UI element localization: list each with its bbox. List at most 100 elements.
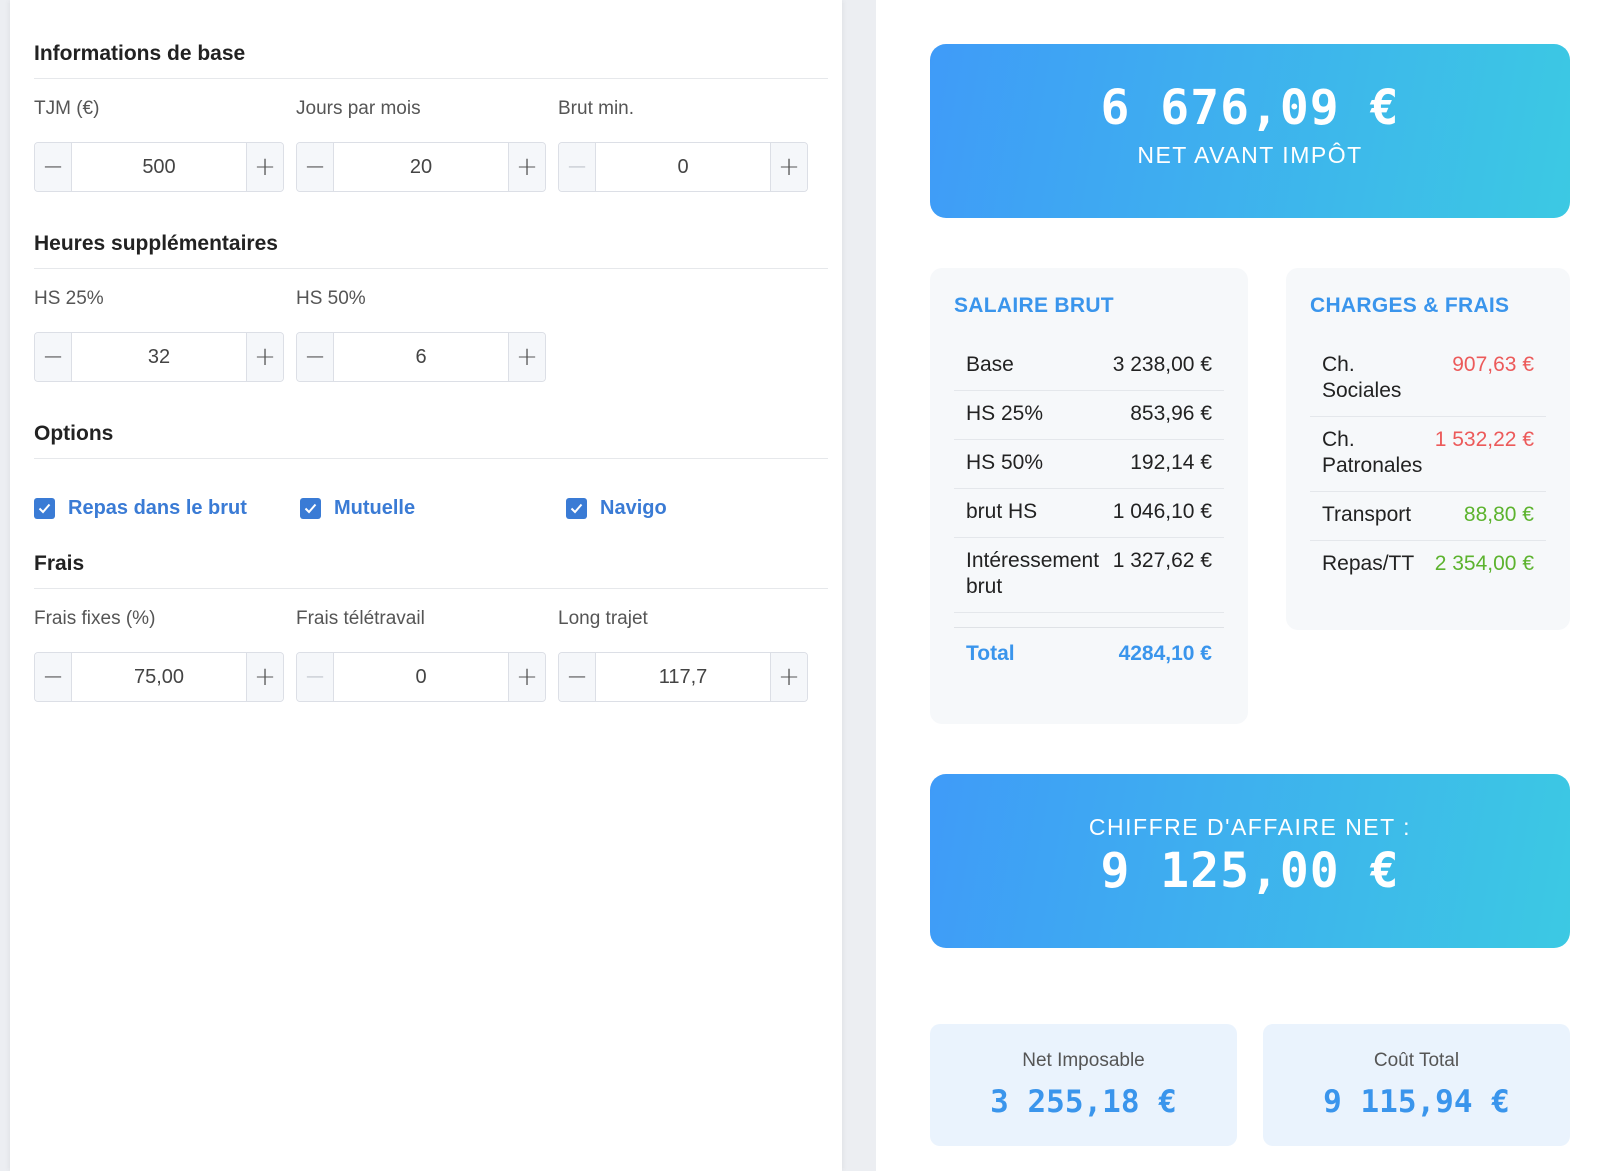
hs25-decrement-button[interactable]: −: [35, 333, 72, 381]
table-row: HS 50% 192,14 €: [954, 440, 1224, 489]
salaire-brut-total: Total 4284,10 €: [954, 627, 1224, 666]
check-icon: [570, 503, 583, 514]
chiffre-affaire-label: CHIFFRE D'AFFAIRE NET :: [1088, 814, 1412, 840]
section-title-base: Informations de base: [34, 42, 828, 79]
hs50-increment-button[interactable]: +: [508, 333, 545, 381]
frais-teletravail-stepper: − 0 +: [296, 652, 546, 702]
row-value: 1 046,10 €: [1112, 500, 1212, 523]
cout-total-label: Coût Total: [1373, 1050, 1460, 1071]
jours-increment-button[interactable]: +: [508, 143, 545, 191]
section-options: Options: [34, 422, 828, 459]
charges-frais-title: CHARGES & FRAIS: [1310, 294, 1510, 317]
row-value: 3 238,00 €: [1112, 353, 1212, 376]
tjm-input[interactable]: 500: [142, 155, 176, 178]
hs25-stepper: − 32 +: [34, 332, 284, 382]
frais-fixes-input[interactable]: 75,00: [133, 665, 185, 688]
total-label: Total: [966, 642, 1015, 665]
frais-teletravail-label: Frais télétravail: [296, 608, 425, 629]
hs25-increment-button[interactable]: +: [246, 333, 283, 381]
net-imposable-card: Net Imposable 3 255,18 €: [930, 1024, 1237, 1146]
salaire-brut-card: SALAIRE BRUT Base 3 238,00 € HS 25% 853,…: [930, 268, 1248, 724]
hs25-input[interactable]: 32: [147, 345, 171, 368]
net-avant-impot-card: 6 676,09 € NET AVANT IMPÔT: [930, 44, 1570, 218]
brut-min-field: Brut min. − 0 +: [558, 98, 808, 192]
hs50-decrement-button[interactable]: −: [297, 333, 334, 381]
table-row: Intéressement brut 1 327,62 €: [954, 538, 1224, 613]
row-label: brut HS: [966, 500, 1038, 523]
hs50-label: HS 50%: [296, 288, 366, 309]
net-avant-impot-amount: 6 676,09 €: [1100, 80, 1400, 136]
brut-min-increment-button[interactable]: +: [770, 143, 807, 191]
repas-label[interactable]: Repas dans le brut: [68, 497, 247, 519]
row-label: Ch. Patronales: [1322, 428, 1423, 477]
salaire-brut-rows: Base 3 238,00 € HS 25% 853,96 € HS 50% 1…: [954, 342, 1224, 613]
salaire-brut-title: SALAIRE BRUT: [954, 294, 1114, 317]
section-title-frais: Frais: [34, 552, 828, 589]
row-label: Intéressement brut: [966, 549, 1100, 598]
mutuelle-label[interactable]: Mutuelle: [334, 497, 416, 519]
navigo-label[interactable]: Navigo: [600, 497, 667, 519]
frais-fixes-stepper: − 75,00 +: [34, 652, 284, 702]
brut-min-stepper: − 0 +: [558, 142, 808, 192]
tjm-decrement-button[interactable]: −: [35, 143, 72, 191]
row-label: Ch. Sociales: [1322, 353, 1402, 402]
table-row: Repas/TT 2 354,00 €: [1310, 541, 1546, 589]
option-navigo[interactable]: Navigo: [566, 497, 667, 520]
option-repas[interactable]: Repas dans le brut: [34, 497, 247, 520]
frais-fixes-label: Frais fixes (%): [34, 608, 156, 629]
hs50-field: HS 50% − 6 +: [296, 288, 546, 382]
long-trajet-input[interactable]: 117,7: [658, 665, 708, 688]
row-value: 192,14 €: [1130, 451, 1212, 474]
brut-min-input[interactable]: 0: [677, 155, 689, 178]
section-overtime: Heures supplémentaires: [34, 232, 828, 269]
frais-fixes-decrement-button[interactable]: −: [35, 653, 72, 701]
long-trajet-decrement-button[interactable]: −: [559, 653, 596, 701]
tjm-stepper: − 500 +: [34, 142, 284, 192]
frais-teletravail-increment-button[interactable]: +: [508, 653, 545, 701]
tjm-field: TJM (€) − 500 +: [34, 98, 284, 192]
long-trajet-stepper: − 117,7 +: [558, 652, 808, 702]
row-value: 907,63 €: [1452, 353, 1534, 376]
cout-total-card: Coût Total 9 115,94 €: [1263, 1024, 1570, 1146]
net-imposable-label: Net Imposable: [1022, 1050, 1145, 1071]
long-trajet-field: Long trajet − 117,7 +: [558, 608, 808, 702]
chiffre-affaire-amount: 9 125,00 €: [1100, 843, 1400, 899]
long-trajet-label: Long trajet: [558, 608, 648, 629]
navigo-checkbox[interactable]: [566, 498, 587, 519]
jours-field: Jours par mois − 20 +: [296, 98, 546, 192]
jours-input[interactable]: 20: [409, 155, 433, 178]
row-value: 1 327,62 €: [1112, 549, 1212, 572]
table-row: Ch. Patronales 1 532,22 €: [1310, 417, 1546, 492]
mutuelle-checkbox[interactable]: [300, 498, 321, 519]
long-trajet-increment-button[interactable]: +: [770, 653, 807, 701]
hs50-stepper: − 6 +: [296, 332, 546, 382]
jours-label: Jours par mois: [296, 98, 421, 119]
table-row: HS 25% 853,96 €: [954, 391, 1224, 440]
table-row: Ch. Sociales 907,63 €: [1310, 342, 1546, 417]
frais-teletravail-input[interactable]: 0: [415, 665, 427, 688]
total-value: 4284,10 €: [1118, 642, 1212, 665]
section-base: Informations de base: [34, 42, 828, 79]
section-title-options: Options: [34, 422, 828, 459]
row-label: HS 50%: [966, 451, 1044, 474]
chiffre-affaire-card: CHIFFRE D'AFFAIRE NET : 9 125,00 €: [930, 774, 1570, 948]
charges-frais-card: CHARGES & FRAIS Ch. Sociales 907,63 € Ch…: [1286, 268, 1570, 630]
frais-teletravail-field: Frais télétravail − 0 +: [296, 608, 546, 702]
hs50-input[interactable]: 6: [415, 345, 427, 368]
jours-decrement-button[interactable]: −: [297, 143, 334, 191]
section-title-overtime: Heures supplémentaires: [34, 232, 828, 269]
brut-min-decrement-button[interactable]: −: [559, 143, 596, 191]
check-icon: [38, 503, 51, 514]
frais-fixes-increment-button[interactable]: +: [246, 653, 283, 701]
row-value: 2 354,00 €: [1434, 552, 1534, 575]
row-value: 88,80 €: [1463, 503, 1534, 526]
tjm-increment-button[interactable]: +: [246, 143, 283, 191]
net-imposable-value: 3 255,18 €: [990, 1084, 1177, 1120]
repas-checkbox[interactable]: [34, 498, 55, 519]
brut-min-label: Brut min.: [558, 98, 635, 119]
check-icon: [304, 503, 317, 514]
frais-teletravail-decrement-button[interactable]: −: [297, 653, 334, 701]
net-avant-impot-label: NET AVANT IMPÔT: [1137, 142, 1363, 168]
hs25-label: HS 25%: [34, 288, 104, 309]
option-mutuelle[interactable]: Mutuelle: [300, 497, 415, 520]
